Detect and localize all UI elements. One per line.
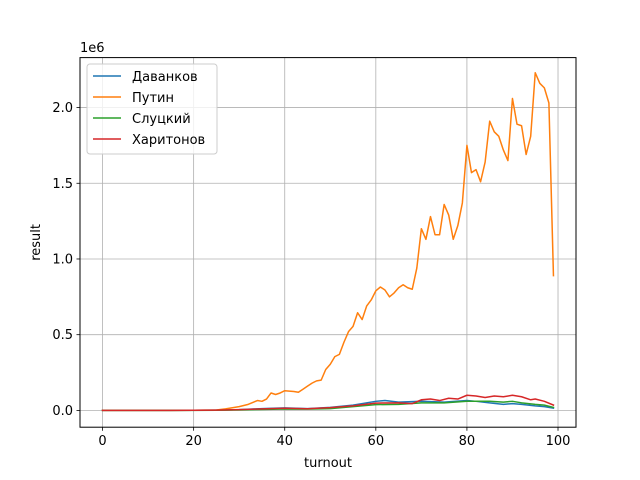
series-line-putin [101, 71, 555, 412]
x-tick-label: 0 [98, 434, 106, 449]
y-tick-label: 0.5 [52, 328, 73, 343]
plot-frame [79, 57, 577, 428]
legend: Даванков Путин Слуцкий Харитонов [86, 63, 218, 155]
x-tick-label: 80 [459, 434, 476, 449]
x-tick-label: 60 [368, 434, 385, 449]
grid-layer [80, 57, 576, 428]
legend-label-kharitonov: Харитонов [132, 133, 205, 148]
y-tick-label: 1.5 [52, 177, 73, 192]
tick-layer: 0 20 40 60 80 100 0.0 0.5 1.0 1.5 2.0 [52, 101, 570, 449]
series-line-kharitonov [101, 394, 555, 412]
x-tick-label: 20 [185, 434, 202, 449]
y-tick-label: 0.0 [52, 404, 73, 419]
x-tick-label: 40 [276, 434, 293, 449]
series-layer [101, 71, 555, 412]
y-tick-label: 2.0 [52, 101, 73, 116]
x-tick-label: 100 [546, 434, 571, 449]
legend-box [86, 63, 218, 155]
legend-label-davankov: Даванков [132, 70, 198, 85]
legend-label-slutsky: Слуцкий [132, 112, 191, 127]
x-axis-label: turnout [304, 456, 352, 471]
legend-label-putin: Путин [132, 91, 174, 106]
y-axis-label: result [29, 224, 44, 261]
y-multiplier-label: 1e6 [80, 41, 105, 56]
y-tick-label: 1.0 [52, 252, 73, 267]
